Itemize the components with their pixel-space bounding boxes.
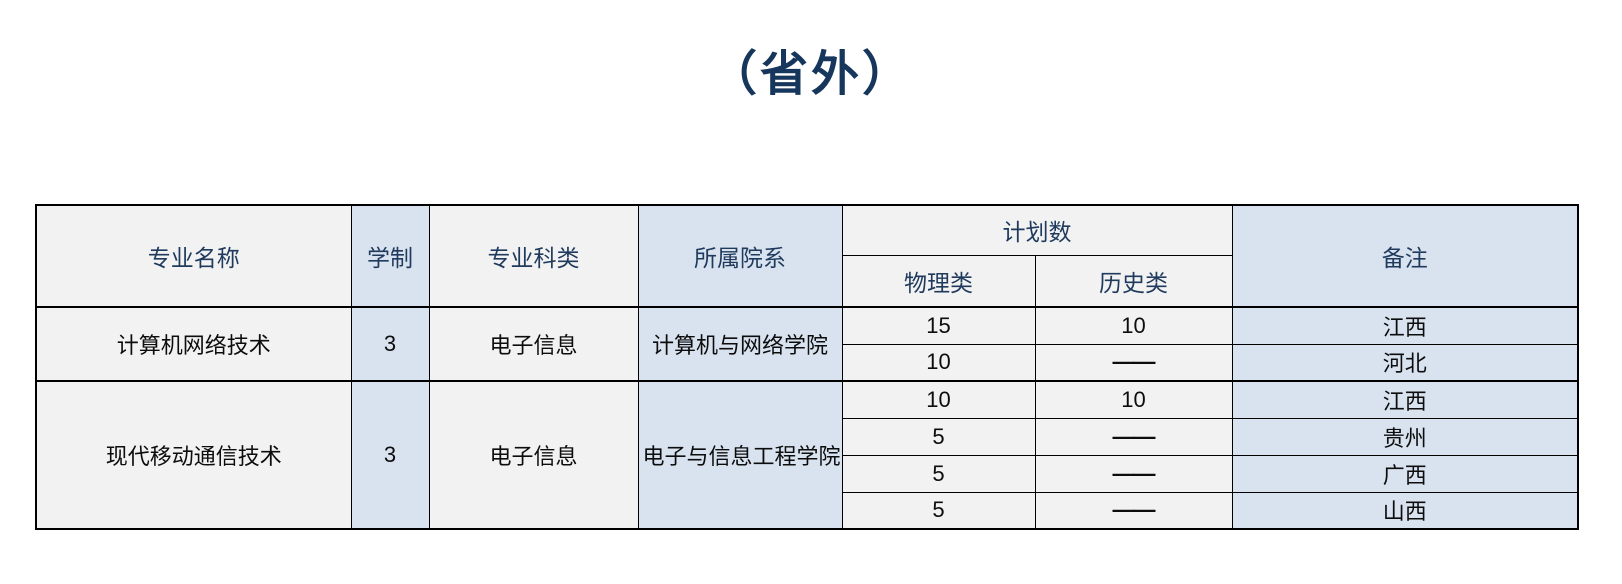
cell-remark: 江西 bbox=[1231, 380, 1579, 419]
cell-major-name: 计算机网络技术 bbox=[35, 306, 352, 382]
cell-remark: 广西 bbox=[1231, 454, 1579, 493]
cell-remark: 河北 bbox=[1231, 343, 1579, 382]
header-duration: 学制 bbox=[350, 204, 430, 308]
cell-history: 10 bbox=[1034, 306, 1233, 345]
cell-remark: 贵州 bbox=[1231, 417, 1579, 456]
cell-history: —— bbox=[1034, 343, 1233, 382]
cell-history: —— bbox=[1034, 491, 1233, 530]
header-history: 历史类 bbox=[1034, 254, 1233, 308]
cell-department: 电子与信息工程学院 bbox=[637, 380, 843, 530]
cell-department: 计算机与网络学院 bbox=[637, 306, 843, 382]
table-row: 5 —— 贵州 bbox=[36, 417, 1579, 456]
cell-duration: 3 bbox=[350, 306, 430, 382]
cell-physics: 5 bbox=[841, 454, 1036, 493]
cell-duration: 3 bbox=[350, 380, 430, 530]
cell-physics: 10 bbox=[841, 343, 1036, 382]
header-row-sub: 物理类 历史类 bbox=[36, 254, 1578, 308]
cell-physics: 15 bbox=[841, 306, 1036, 345]
cell-physics: 5 bbox=[841, 491, 1036, 530]
header-physics: 物理类 bbox=[841, 254, 1036, 308]
header-plan-count: 计划数 bbox=[841, 204, 1233, 256]
cell-history: —— bbox=[1034, 417, 1233, 456]
header-row-top: 专业名称 学制 专业科类 所属院系 计划数 备注 bbox=[35, 204, 1579, 308]
cell-remark: 山西 bbox=[1231, 491, 1579, 530]
admission-plan-table: 专业名称 学制 专业科类 所属院系 计划数 备注 物理类 历史类 计算机网络技术… bbox=[35, 204, 1579, 530]
page-title: （省外） bbox=[708, 46, 913, 102]
header-department: 所属院系 bbox=[637, 204, 843, 308]
table-row: 现代移动通信技术 3 电子信息 电子与信息工程学院 10 10 江西 bbox=[35, 380, 1579, 530]
header-major-name: 专业名称 bbox=[35, 204, 352, 308]
cell-category: 电子信息 bbox=[428, 306, 639, 382]
cell-remark: 江西 bbox=[1231, 306, 1579, 345]
cell-physics: 5 bbox=[841, 417, 1036, 456]
cell-physics: 10 bbox=[841, 380, 1036, 419]
cell-history: —— bbox=[1034, 454, 1233, 493]
cell-category: 电子信息 bbox=[428, 380, 639, 530]
header-remark: 备注 bbox=[1231, 204, 1579, 308]
table-row: 5 —— 广西 bbox=[36, 454, 1579, 493]
header-category: 专业科类 bbox=[428, 204, 639, 308]
cell-history: 10 bbox=[1034, 380, 1233, 419]
table-row: 计算机网络技术 3 电子信息 计算机与网络学院 15 10 江西 bbox=[35, 306, 1579, 382]
table-row: 5 —— 山西 bbox=[36, 491, 1579, 530]
cell-major-name: 现代移动通信技术 bbox=[35, 380, 352, 530]
